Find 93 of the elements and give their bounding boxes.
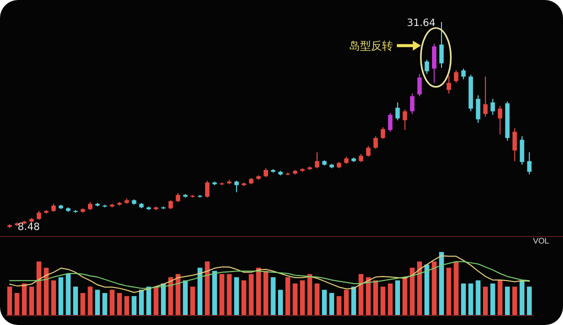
bar	[300, 280, 305, 315]
bar	[154, 286, 158, 315]
bar	[95, 290, 100, 315]
bar	[504, 286, 510, 315]
annotation: 31.64	[406, 18, 436, 29]
candlestick	[527, 152, 532, 175]
bar	[102, 292, 108, 315]
bar	[344, 290, 349, 315]
bar	[29, 286, 34, 315]
bar	[220, 274, 224, 315]
annotation: 岛型反转	[348, 40, 393, 53]
candlestick	[395, 102, 400, 121]
bar	[66, 274, 71, 315]
bar	[307, 274, 312, 315]
bar	[263, 270, 268, 315]
candlestick	[424, 59, 430, 74]
candlestick	[388, 112, 392, 132]
bar	[329, 292, 334, 315]
bar	[226, 274, 232, 315]
bar	[439, 252, 444, 315]
candlestick	[490, 98, 495, 116]
bar	[248, 274, 254, 315]
bar	[241, 280, 246, 315]
bar	[520, 280, 524, 315]
bar	[132, 296, 137, 315]
bar	[124, 296, 130, 315]
bar	[198, 268, 202, 315]
bar	[22, 284, 27, 315]
candlestick	[446, 75, 452, 94]
candlestick	[476, 94, 480, 124]
candlestick	[520, 136, 524, 166]
candlestick	[366, 145, 371, 158]
bar	[526, 286, 532, 315]
bar	[373, 280, 378, 315]
bar	[138, 290, 144, 315]
candlestick	[417, 73, 422, 97]
bar	[314, 284, 320, 315]
candlestick	[512, 128, 517, 162]
bar	[322, 290, 327, 315]
candlestick	[234, 180, 239, 193]
candlestick	[402, 109, 408, 130]
bar	[476, 280, 481, 315]
candlestick	[483, 76, 488, 118]
candlestick	[380, 126, 386, 140]
candlestick	[432, 43, 436, 84]
bar	[14, 292, 20, 315]
bar	[212, 270, 218, 315]
bar	[256, 268, 261, 315]
bar	[446, 268, 452, 315]
bar	[234, 277, 239, 315]
annotation: 8.48	[18, 222, 40, 233]
bar	[498, 280, 502, 315]
bar	[117, 292, 122, 315]
bar	[490, 284, 496, 315]
bar	[73, 286, 78, 315]
bar	[351, 286, 356, 315]
bar	[58, 277, 64, 315]
candlestick	[439, 22, 444, 68]
bar	[80, 292, 86, 315]
bar	[88, 286, 93, 315]
bar	[402, 277, 408, 315]
bar	[336, 296, 342, 315]
bar	[270, 277, 276, 315]
bar	[468, 284, 474, 315]
bar	[424, 264, 430, 315]
candlestick	[498, 105, 502, 135]
y-axis-title: VOL	[533, 236, 550, 246]
bar	[7, 286, 12, 315]
candlestick	[314, 152, 320, 169]
bar	[483, 286, 488, 315]
bar	[512, 286, 518, 315]
bar	[176, 274, 180, 315]
bar	[388, 284, 393, 315]
candlestick	[410, 93, 414, 114]
bar	[358, 274, 364, 315]
bar	[182, 280, 188, 315]
candlestick	[454, 70, 458, 84]
bar	[160, 284, 166, 315]
bar	[285, 277, 290, 315]
bar	[278, 290, 283, 315]
bar	[432, 261, 437, 315]
bar	[380, 286, 386, 315]
bar	[51, 280, 56, 315]
bar	[461, 284, 466, 315]
bar	[395, 280, 400, 315]
bar	[110, 290, 115, 315]
bar	[454, 261, 459, 315]
bar	[36, 261, 42, 315]
candlestick	[373, 136, 378, 150]
bar	[417, 261, 422, 315]
bar	[190, 286, 196, 315]
bar	[292, 284, 298, 315]
candlestick	[205, 180, 210, 198]
